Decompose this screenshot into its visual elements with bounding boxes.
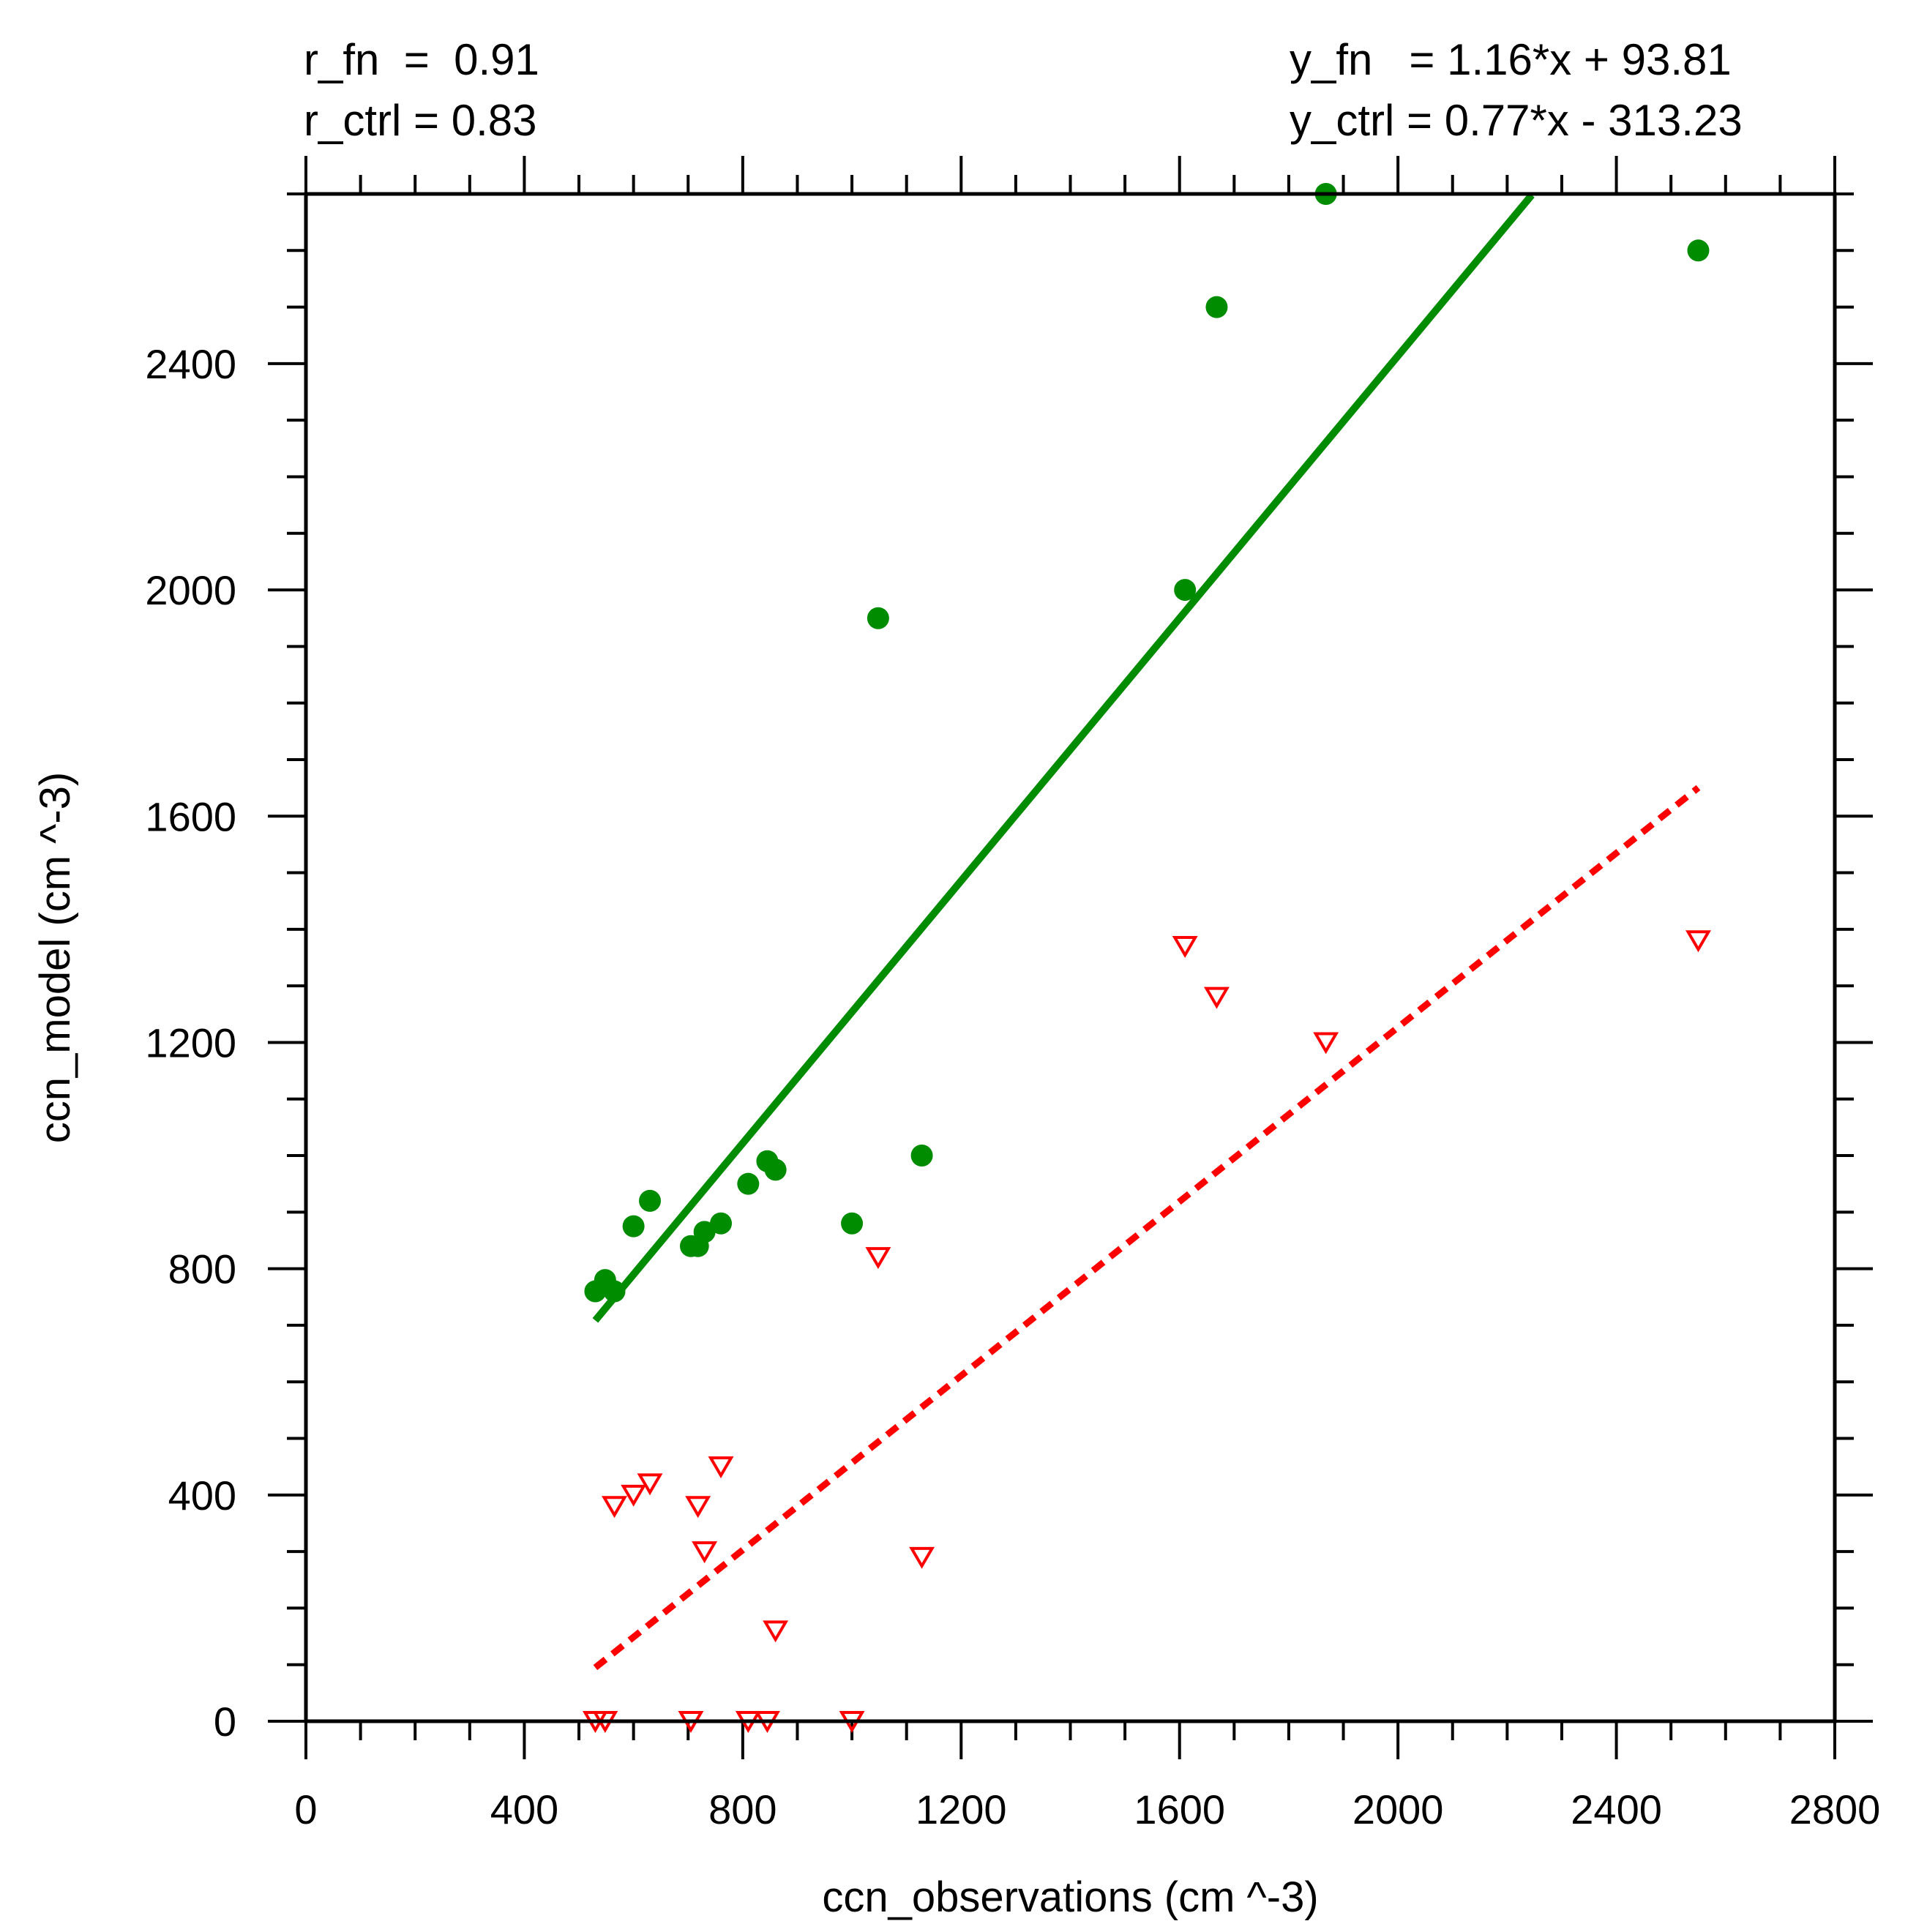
y-tick-label: 800 <box>168 1246 236 1292</box>
x-tick-label: 0 <box>294 1786 317 1832</box>
fn-point <box>1687 239 1710 262</box>
y-fn-equation: y_fn = 1.16*x + 93.81 <box>1290 35 1732 84</box>
fn-point <box>1174 579 1197 602</box>
fn-point <box>764 1158 787 1181</box>
fn-point <box>1205 296 1228 318</box>
fn-point <box>603 1280 626 1303</box>
y-tick-label: 400 <box>168 1472 236 1519</box>
y-tick-label: 2000 <box>145 567 236 613</box>
ctrl-point <box>1313 1032 1339 1055</box>
ctrl-point <box>685 1496 711 1519</box>
fn-point <box>693 1221 716 1243</box>
ctrl-point <box>708 1456 734 1479</box>
fn-point <box>710 1212 733 1235</box>
fn-point <box>622 1215 645 1238</box>
ctrl-point <box>1685 930 1711 953</box>
ctrl-point <box>621 1484 647 1507</box>
ctrl-point <box>602 1496 628 1519</box>
ctrl-point <box>1203 986 1230 1009</box>
fn-point <box>737 1172 760 1195</box>
y-ctrl-equation: y_ctrl = 0.77*x - 313.23 <box>1290 96 1743 145</box>
y-tick-label: 1200 <box>145 1019 236 1066</box>
fn-point <box>639 1189 662 1212</box>
data-points <box>582 183 1711 1733</box>
fn-point <box>910 1145 933 1167</box>
x-tick-label: 2000 <box>1352 1786 1444 1832</box>
x-tick-label: 2400 <box>1571 1786 1662 1832</box>
x-axis-title: ccn_observations (cm ^-3) <box>822 1873 1318 1921</box>
tick-labels: 0 400 800 1200 1600 2000 2400 2800 0 400 800 1200 16… <box>145 341 1880 1832</box>
y-axis-title: ccn_model (cm ^-3) <box>31 772 79 1143</box>
ctrl_fit-line <box>593 785 1701 1671</box>
x-tick-label: 800 <box>708 1786 777 1832</box>
r-fn-annotation: r_fn = 0.91 <box>304 35 539 84</box>
fn-point <box>867 607 889 629</box>
fn-point <box>841 1212 864 1235</box>
ctrl-point <box>763 1620 789 1643</box>
ctrl-point <box>909 1546 935 1569</box>
ctrl-point <box>637 1473 663 1496</box>
r-ctrl-annotation: r_ctrl = 0.83 <box>304 96 537 145</box>
fit-lines <box>592 192 1701 1671</box>
fn_fit-line <box>592 192 1535 1323</box>
x-tick-label: 1600 <box>1134 1786 1225 1832</box>
plot-frame <box>304 192 1837 1723</box>
x-tick-label: 1200 <box>916 1786 1007 1832</box>
x-tick-label: 400 <box>490 1786 558 1832</box>
y-tick-label: 2400 <box>145 341 236 387</box>
ctrl-point <box>692 1541 718 1564</box>
y-tick-label: 0 <box>214 1699 236 1745</box>
y-tick-label: 1600 <box>145 793 236 839</box>
ctrl-point <box>865 1247 891 1270</box>
x-tick-label: 2800 <box>1789 1786 1881 1832</box>
axis-ticks <box>268 156 1873 1759</box>
ctrl-point <box>1172 936 1198 959</box>
